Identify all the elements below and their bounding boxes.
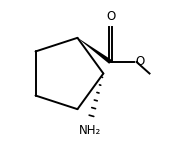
Text: O: O <box>136 55 145 69</box>
Text: O: O <box>106 10 115 23</box>
Polygon shape <box>77 38 112 64</box>
Text: NH₂: NH₂ <box>79 124 102 137</box>
